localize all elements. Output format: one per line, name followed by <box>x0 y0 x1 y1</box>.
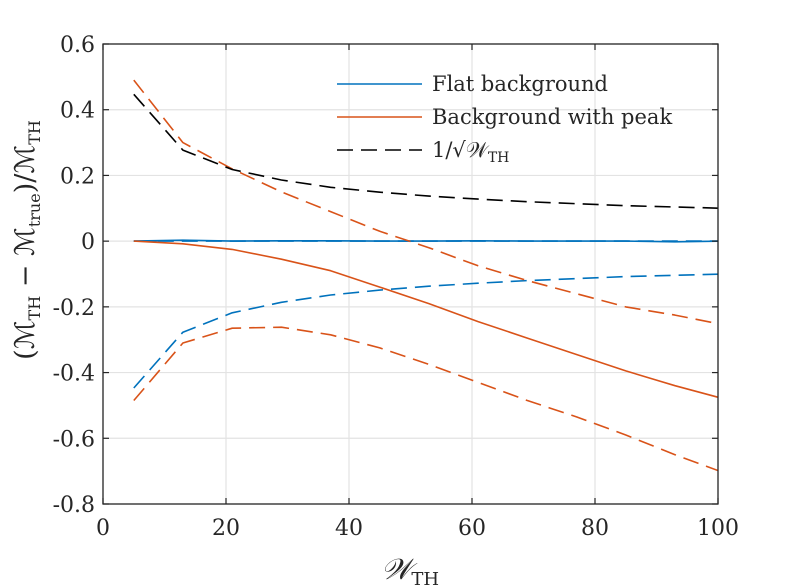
plot-area-frame <box>102 43 719 505</box>
x-tick-label: 100 <box>697 516 739 541</box>
y-axis-title-sub3: TH <box>25 120 44 145</box>
series-line-flat-background-lower <box>133 273 718 389</box>
x-tick-label: 80 <box>581 516 609 541</box>
legend-label-sqrt-main: 1/√𝒲 <box>432 138 490 162</box>
y-tick-label: 0.6 <box>60 33 95 58</box>
y-tick-label: -0.4 <box>53 362 95 387</box>
y-axis-title-open: (ℳ <box>10 320 41 359</box>
x-axis-title-sub: TH <box>411 569 439 588</box>
x-tick-label: 60 <box>458 516 486 541</box>
x-tick-label: 40 <box>335 516 363 541</box>
y-tick-label: -0.2 <box>53 296 95 321</box>
tick-labels: 0 20 40 60 80 100 -0.8 -0.6 -0.4 -0.2 0 0.2 0.4 0.6 <box>53 33 739 541</box>
series-line-1-th <box>133 93 718 209</box>
legend: Flat background Background with peak 1/√… <box>337 72 672 166</box>
legend-label-peak: Background with peak <box>432 105 672 129</box>
legend-label-sqrt-sub: TH <box>488 150 510 166</box>
y-tick-label: 0.4 <box>60 99 95 124</box>
series-line-background-with-peak-lower <box>133 326 718 472</box>
axis-ticks <box>102 43 719 505</box>
x-tick-label: 20 <box>212 516 240 541</box>
y-axis-title-close: )/ℳ <box>10 145 41 194</box>
y-axis-title-sub2: true <box>25 193 44 227</box>
y-axis-title: (ℳTH − ℳtrue)/ℳTH <box>10 120 44 360</box>
y-tick-label: -0.6 <box>53 427 95 452</box>
y-axis-title-minus: − ℳ <box>10 227 41 296</box>
legend-label-sqrt: 1/√𝒲TH <box>432 138 509 166</box>
legend-label-flat: Flat background <box>432 72 608 96</box>
series-group <box>133 79 718 472</box>
y-tick-label: -0.8 <box>53 493 95 518</box>
x-tick-label: 0 <box>96 516 110 541</box>
y-tick-label: 0 <box>81 230 95 255</box>
y-axis-title-sub1: TH <box>25 296 44 321</box>
y-tick-label: 0.2 <box>60 164 95 189</box>
series-line-background-with-peak <box>133 240 718 399</box>
